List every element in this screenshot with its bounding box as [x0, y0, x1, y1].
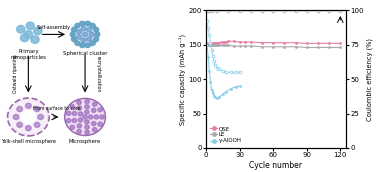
Circle shape: [81, 26, 86, 31]
Circle shape: [34, 106, 40, 112]
Text: Ostwald ripening: Ostwald ripening: [13, 55, 18, 93]
Circle shape: [94, 27, 99, 32]
Circle shape: [13, 114, 19, 120]
Circle shape: [70, 125, 74, 129]
Circle shape: [34, 27, 42, 35]
Text: Yolk-shell microsphere: Yolk-shell microsphere: [1, 139, 56, 144]
Circle shape: [8, 99, 48, 135]
Circle shape: [85, 125, 89, 129]
Circle shape: [94, 115, 99, 119]
Circle shape: [83, 32, 88, 37]
Y-axis label: Specific capacity (mAh g⁻¹): Specific capacity (mAh g⁻¹): [178, 34, 186, 125]
Circle shape: [71, 27, 76, 32]
Circle shape: [93, 128, 97, 132]
Circle shape: [85, 110, 89, 114]
Circle shape: [78, 112, 83, 116]
Circle shape: [93, 102, 97, 106]
Circle shape: [85, 105, 89, 109]
Circle shape: [77, 124, 82, 128]
Legend: QSE, LE, γ-AlOOH: QSE, LE, γ-AlOOH: [209, 125, 243, 145]
Text: Spherical cluster: Spherical cluster: [63, 51, 107, 56]
Text: Primary nanoparticles: Primary nanoparticles: [10, 49, 46, 60]
Circle shape: [85, 120, 89, 124]
Circle shape: [95, 32, 100, 37]
Circle shape: [100, 115, 104, 119]
Circle shape: [85, 21, 90, 26]
Circle shape: [83, 115, 87, 119]
X-axis label: Cycle number: Cycle number: [249, 161, 302, 170]
Circle shape: [26, 103, 31, 108]
Text: Self-assembly: Self-assembly: [37, 25, 71, 30]
Circle shape: [91, 122, 96, 126]
Circle shape: [70, 32, 75, 37]
Circle shape: [70, 105, 74, 109]
Circle shape: [20, 34, 29, 42]
Circle shape: [34, 122, 40, 127]
Circle shape: [78, 118, 83, 122]
Text: Microsphere: Microsphere: [69, 139, 101, 144]
Circle shape: [17, 122, 23, 127]
Circle shape: [24, 31, 33, 38]
Circle shape: [65, 99, 105, 135]
Circle shape: [71, 22, 99, 47]
Circle shape: [91, 108, 96, 112]
Circle shape: [17, 106, 23, 112]
Y-axis label: Coulombic efficiency (%): Coulombic efficiency (%): [366, 38, 373, 121]
Circle shape: [26, 22, 34, 30]
Circle shape: [85, 130, 89, 134]
Circle shape: [87, 37, 91, 41]
Circle shape: [71, 37, 76, 41]
Circle shape: [38, 114, 43, 120]
Circle shape: [17, 25, 25, 33]
Circle shape: [88, 115, 93, 119]
Circle shape: [77, 30, 82, 34]
Circle shape: [21, 110, 36, 123]
Text: recrystallization: recrystallization: [95, 56, 101, 92]
Circle shape: [94, 37, 99, 41]
Text: From surface to core: From surface to core: [33, 106, 80, 111]
Circle shape: [87, 28, 91, 32]
Circle shape: [25, 126, 31, 131]
Circle shape: [80, 43, 85, 47]
Circle shape: [72, 111, 77, 115]
Circle shape: [77, 106, 82, 110]
Circle shape: [98, 122, 102, 126]
Circle shape: [66, 111, 71, 115]
Circle shape: [72, 119, 77, 123]
Circle shape: [77, 35, 82, 39]
Circle shape: [90, 23, 95, 28]
Circle shape: [85, 43, 90, 47]
Circle shape: [75, 23, 80, 28]
Circle shape: [90, 41, 95, 45]
Circle shape: [77, 100, 81, 105]
Circle shape: [80, 21, 85, 26]
Circle shape: [77, 129, 81, 133]
Circle shape: [66, 119, 71, 123]
Circle shape: [85, 100, 89, 104]
Circle shape: [31, 36, 39, 43]
Circle shape: [75, 41, 80, 45]
Circle shape: [81, 38, 86, 42]
Circle shape: [98, 108, 102, 112]
Circle shape: [89, 32, 94, 37]
